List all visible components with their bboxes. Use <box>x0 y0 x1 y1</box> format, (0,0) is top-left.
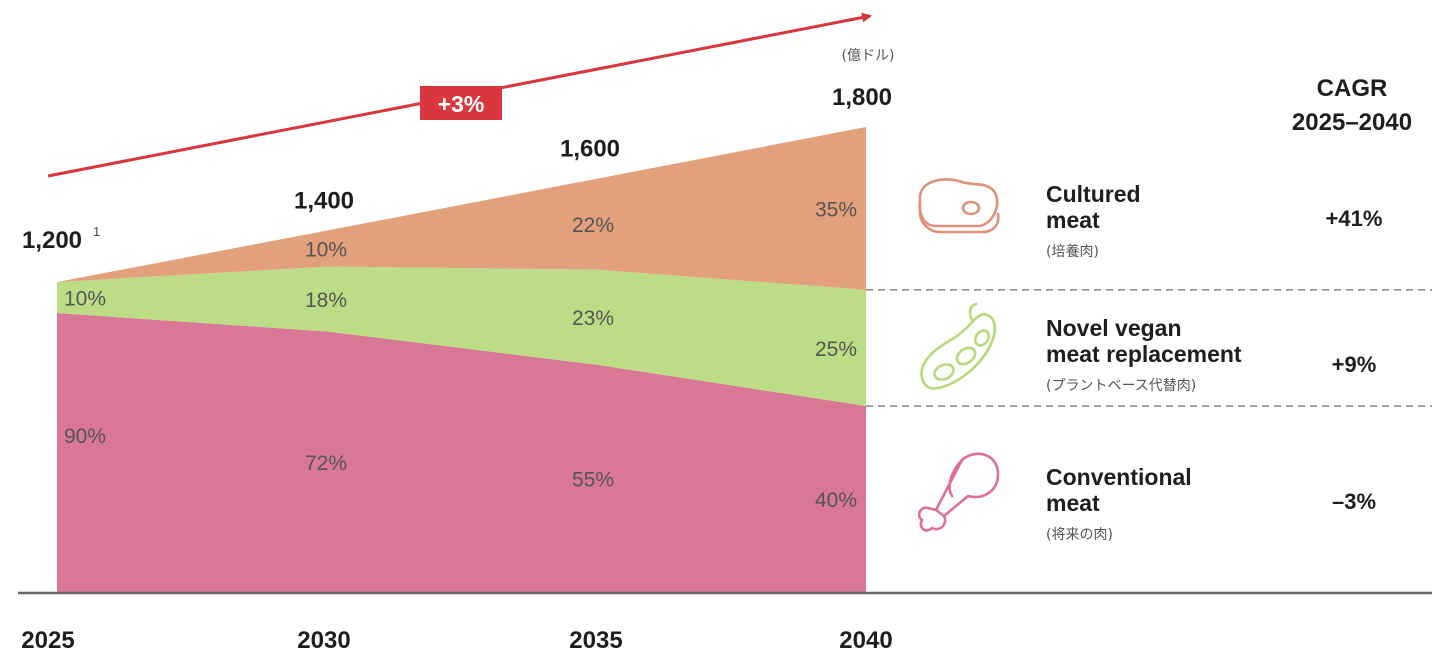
share-label: 72% <box>305 452 347 475</box>
share-label: 23% <box>572 307 614 330</box>
x-tick-label: 2030 <box>297 627 350 650</box>
chicken-leg-icon <box>917 452 1000 532</box>
x-tick-label: 2040 <box>839 627 892 650</box>
area-steak <box>57 127 866 290</box>
legend-series-name-jp: (将来の肉) <box>1046 527 1113 543</box>
legend-series-name: meat replacement <box>1046 341 1242 367</box>
soybean-pod-icon <box>920 302 997 390</box>
share-label: 90% <box>64 425 106 448</box>
legend-series-name-jp: (プラントベース代替肉) <box>1046 378 1196 394</box>
cagr-header: CAGR <box>1317 75 1388 102</box>
share-label: 10% <box>305 238 347 261</box>
growth-badge <box>420 86 502 120</box>
x-tick-label: 2025 <box>21 627 74 650</box>
legend-series-name-jp: (培養肉) <box>1046 243 1099 260</box>
cagr-value: +41% <box>1326 206 1383 231</box>
legend-series-name: Conventional <box>1046 464 1192 490</box>
share-label: 10% <box>64 288 106 311</box>
cagr-value: –3% <box>1332 489 1376 514</box>
total-label: 1,800 <box>832 84 892 111</box>
share-label: 18% <box>305 289 347 312</box>
legend-series-name: meat <box>1046 490 1100 516</box>
legend-series-name: Cultured <box>1046 181 1141 207</box>
x-tick-label: 2035 <box>569 627 622 650</box>
cagr-value: +9% <box>1332 352 1377 377</box>
growth-badge-label: +3% <box>438 91 485 117</box>
legend-series-name: Novel vegan <box>1046 315 1182 341</box>
area-soybean-pod <box>57 266 866 407</box>
share-label: 55% <box>572 468 614 491</box>
total-label: 1,200 <box>22 227 82 254</box>
total-label: 1,400 <box>294 187 354 214</box>
steak-icon <box>918 178 1000 234</box>
total-label: 1,600 <box>560 136 620 163</box>
cagr-header: 2025–2040 <box>1292 109 1412 136</box>
footnote-marker: 1 <box>93 224 100 239</box>
area-chicken-leg <box>57 313 866 592</box>
legend-series-name: meat <box>1046 207 1100 233</box>
share-label: 25% <box>815 338 857 361</box>
share-label: 40% <box>815 489 857 512</box>
share-label: 22% <box>572 214 614 237</box>
share-label: 35% <box>815 198 857 221</box>
unit-label: (億ドル) <box>842 48 895 64</box>
